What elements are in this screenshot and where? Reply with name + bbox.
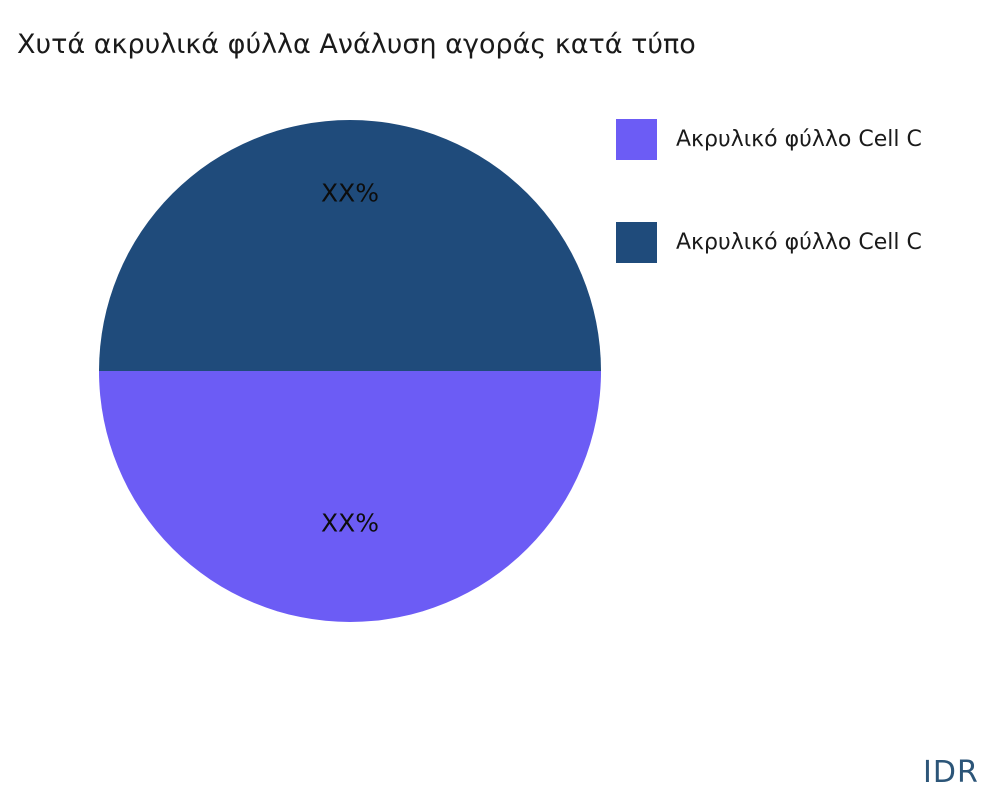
chart-title: Χυτά ακρυλικά φύλλα Ανάλυση αγοράς κατά … (17, 29, 696, 60)
pie-svg (99, 120, 601, 622)
legend-swatch-icon-0 (616, 119, 657, 160)
watermark-idr: IDR (923, 755, 979, 790)
legend-label-1: Ακρυλικό φύλλο Cell C (676, 230, 922, 255)
pie-slice-label-purple: XX% (320, 508, 380, 538)
chart-legend: Ακρυλικό φύλλο Cell C Ακρυλικό φύλλο Cel… (616, 119, 1000, 279)
legend-swatch-icon-1 (616, 222, 657, 263)
legend-item-0[interactable]: Ακρυλικό φύλλο Cell C (616, 119, 922, 160)
pie-slice-dark-blue[interactable] (99, 120, 601, 371)
pie-slice-purple[interactable] (99, 371, 601, 622)
pie-slice-label-dark-blue: XX% (320, 178, 380, 208)
pie-plot-area: XX% XX% (99, 120, 601, 622)
legend-item-1[interactable]: Ακρυλικό φύλλο Cell C (616, 222, 922, 263)
legend-label-0: Ακρυλικό φύλλο Cell C (676, 127, 922, 152)
